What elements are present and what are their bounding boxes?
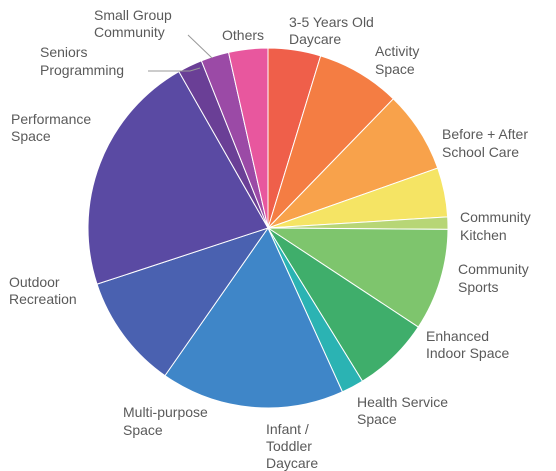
label-line: Daycare xyxy=(266,455,318,471)
label-line: 3-5 Years Old xyxy=(289,14,374,30)
label-line: Health Service xyxy=(357,394,448,410)
label-line: Kitchen xyxy=(460,227,507,243)
leader-lines xyxy=(148,34,213,72)
label-line: Toddler xyxy=(266,438,312,454)
label-performance-space: Performance Space xyxy=(11,111,95,144)
label-community-kitchen: Community Kitchen xyxy=(460,209,535,243)
label-line: Multi-purpose xyxy=(123,404,208,420)
label-line: Daycare xyxy=(289,31,341,47)
leader-small-group-community xyxy=(187,34,213,59)
label-line: Small Group xyxy=(94,7,172,23)
slice-others xyxy=(227,47,269,229)
label-line: Enhanced xyxy=(426,328,489,344)
label-line: Performance xyxy=(11,111,91,127)
label-line: Infant / xyxy=(266,421,309,437)
label-outdoor-recreation: Outdoor Recreation xyxy=(9,274,77,307)
label-activity-space: Activity Space xyxy=(375,43,423,77)
label-line: Space xyxy=(123,422,163,438)
label-line: Programming xyxy=(40,62,124,78)
label-community-sports: Community Sports xyxy=(458,261,533,295)
label-infant-toddler-daycare: Infant / Toddler Daycare xyxy=(266,421,318,471)
label-line: Community xyxy=(458,261,529,277)
label-3-5-years-old-daycare: 3-5 Years Old Daycare xyxy=(289,14,378,47)
label-line: School Care xyxy=(442,144,519,160)
slice-performance-space xyxy=(87,70,269,285)
label-line: Space xyxy=(11,128,51,144)
label-line: Sports xyxy=(458,279,498,295)
label-multi-purpose-space: Multi-purpose Space xyxy=(123,404,212,438)
label-health-service-space: Health Service Space xyxy=(357,394,452,427)
label-small-group-community: Small Group Community xyxy=(94,7,176,40)
slice-outdoor-recreation xyxy=(96,227,270,377)
label-line: Community xyxy=(94,24,165,40)
label-line: Before + After xyxy=(442,126,528,142)
label-line: Seniors xyxy=(40,44,87,60)
label-line: Indoor Space xyxy=(426,345,509,361)
label-line: Space xyxy=(375,61,415,77)
label-enhanced-indoor-space: Enhanced Indoor Space xyxy=(426,328,509,361)
pie-slices xyxy=(87,47,449,409)
label-line: Community xyxy=(460,209,531,225)
slice-multi-purpose-space xyxy=(164,226,344,409)
label-before-after-school-care: Before + After School Care xyxy=(442,126,532,160)
label-line: Activity xyxy=(375,43,419,59)
label-line: Others xyxy=(222,27,264,43)
leader-seniors-programming xyxy=(148,67,201,72)
label-others: Others xyxy=(222,27,264,43)
label-line: Recreation xyxy=(9,291,77,307)
slice-enhanced-indoor-space xyxy=(266,227,449,328)
label-line: Space xyxy=(357,411,397,427)
label-seniors-programming: Seniors Programming xyxy=(40,44,124,78)
label-line: Outdoor xyxy=(9,274,60,290)
